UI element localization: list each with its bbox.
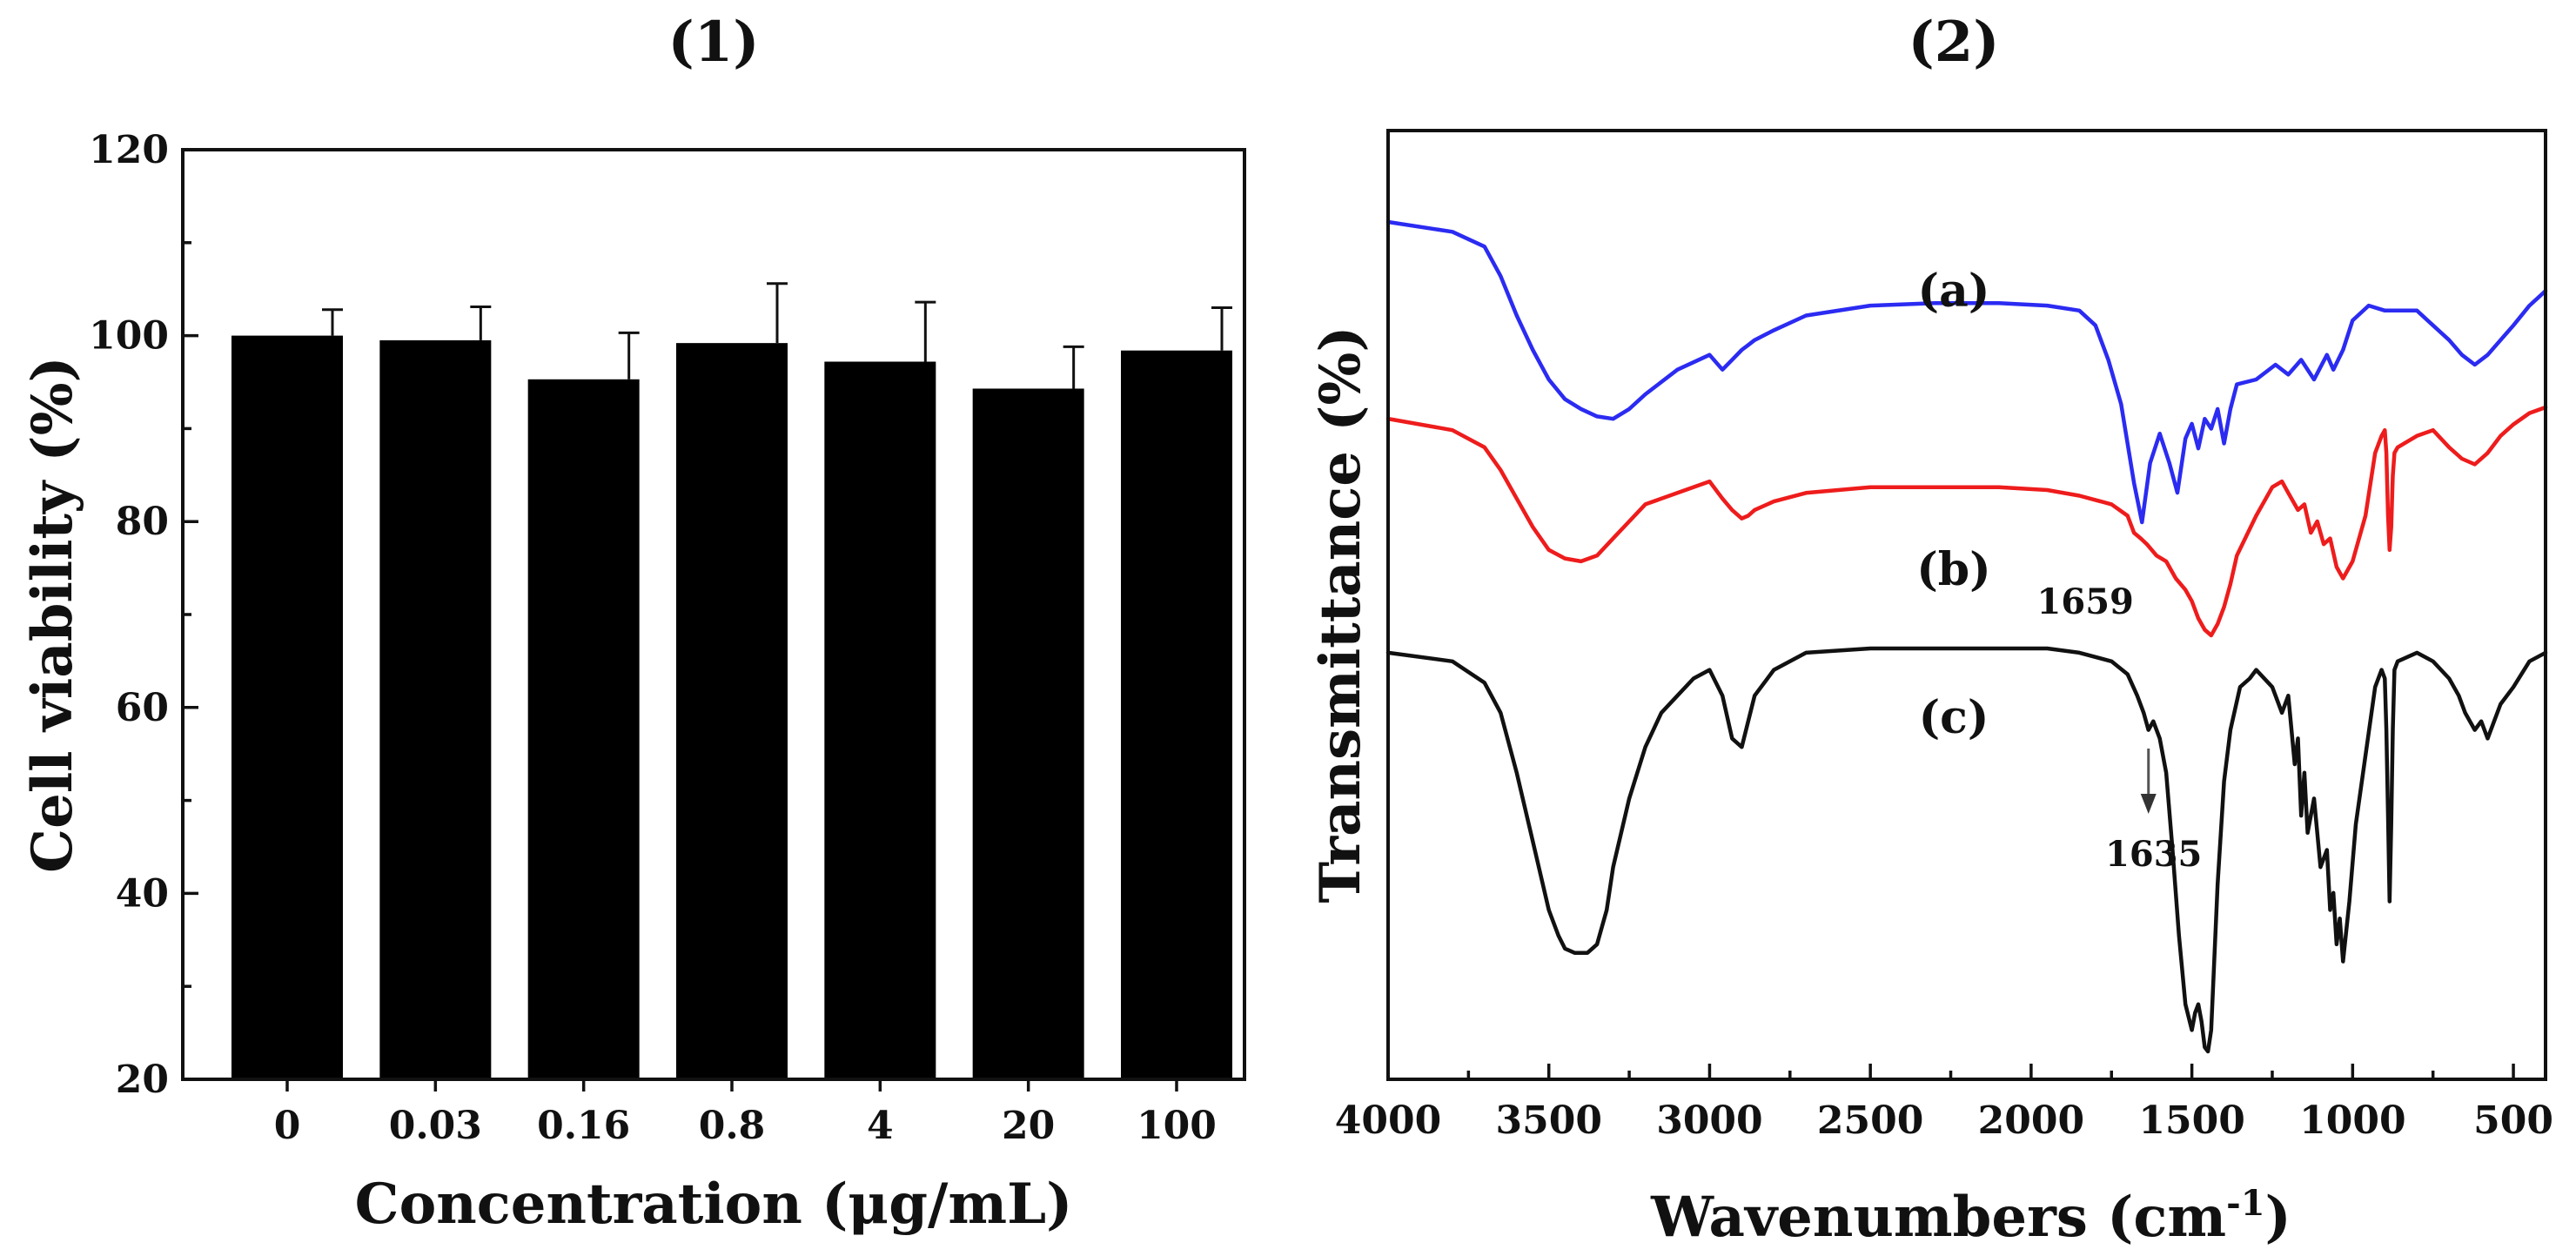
bar-x-tick-label: 0.16 <box>537 1104 630 1148</box>
bar-x-tick-label: 0.8 <box>699 1104 766 1148</box>
bars-layer <box>231 335 1232 1080</box>
xlabel-superscript: -1 <box>2226 1183 2264 1224</box>
spectrum-line-b <box>1385 405 2548 638</box>
spectra-frame <box>1386 129 2547 1081</box>
spectrum-line-a <box>1385 219 2548 525</box>
spectra-x-tick-label: 4000 <box>1335 1098 1441 1143</box>
panel-1-label: (1) <box>667 10 759 75</box>
bar <box>972 388 1084 1079</box>
series-label-a: (a) <box>1918 265 1990 318</box>
bar-y-tick-label: 60 <box>116 686 169 730</box>
annotation-1659: 1659 <box>2037 581 2134 622</box>
series-labels: (a) (b) (c) <box>1916 265 1991 744</box>
bar <box>527 379 640 1079</box>
bar <box>676 343 788 1079</box>
spectra-x-tick-label: 2000 <box>1978 1098 2084 1143</box>
panel-2-label: (2) <box>1908 10 1999 75</box>
bar-x-tick-label: 100 <box>1137 1104 1217 1148</box>
bar <box>824 361 936 1079</box>
panel-2: (2) 4000 3500 3000 2500 2000 1500 1000 500 (a)(… <box>1308 10 2553 1250</box>
series-label-c: (c) <box>1919 691 1989 744</box>
bar-y-axis-title: Cell viability (%) <box>20 356 85 873</box>
spectra-x-axis-title: Wavenumbers (cm-1) <box>1650 1183 2291 1250</box>
bar-y-tick-label: 20 <box>116 1058 169 1102</box>
annotation-arrow-head <box>2140 794 2157 814</box>
bar-x-tick-label: 0 <box>274 1104 301 1148</box>
bar-y-tick-label: 40 <box>116 871 169 916</box>
bar-y-tick-label: 80 <box>116 500 169 544</box>
spectra-x-axis: 4000 3500 3000 2500 2000 1500 1000 500 <box>1335 1064 2553 1143</box>
spectra-y-axis-title: Transmittance (%) <box>1308 326 1373 903</box>
bar-y-axis: 20 40 60 80 100 120 <box>89 128 198 1102</box>
xlabel-main: Wavenumbers (cm <box>1650 1185 2226 1250</box>
spectra-x-tick-label: 3500 <box>1495 1098 1601 1143</box>
bar-x-tick-label: 20 <box>1002 1104 1055 1148</box>
panel-1: (1) 20 40 60 80 100 120 0 0.03 0.16 0.8 4 20 100 Ce… <box>20 10 1246 1237</box>
bar <box>379 339 492 1079</box>
xlabel-close: ) <box>2265 1185 2291 1250</box>
bar-x-axis: 0 0.03 0.16 0.8 4 20 100 <box>274 1079 1217 1148</box>
spectrum-line-c <box>1385 646 2548 1054</box>
bar-x-axis-title: Concentration (μg/mL) <box>355 1172 1073 1237</box>
spectra-x-tick-label: 500 <box>2473 1098 2553 1143</box>
spectra-x-tick-label: 1000 <box>2299 1098 2405 1143</box>
spectra-layer <box>1385 219 2548 1054</box>
error-bars-layer <box>322 282 1232 389</box>
bar <box>1121 350 1232 1079</box>
bar-x-tick-label: 4 <box>867 1104 894 1148</box>
spectra-x-tick-label: 3000 <box>1656 1098 1762 1143</box>
bar <box>231 335 343 1080</box>
spectra-x-tick-label: 2500 <box>1817 1098 1923 1143</box>
peak-annotations: 1659 1635 <box>2037 581 2203 875</box>
annotation-1635: 1635 <box>2105 834 2202 875</box>
spectra-x-tick-label: 1500 <box>2138 1098 2244 1143</box>
bar-x-tick-label: 0.03 <box>389 1104 482 1148</box>
bar-y-tick-label: 100 <box>89 314 169 359</box>
bar-y-tick-label: 120 <box>89 128 169 172</box>
series-label-b: (b) <box>1916 543 1991 596</box>
